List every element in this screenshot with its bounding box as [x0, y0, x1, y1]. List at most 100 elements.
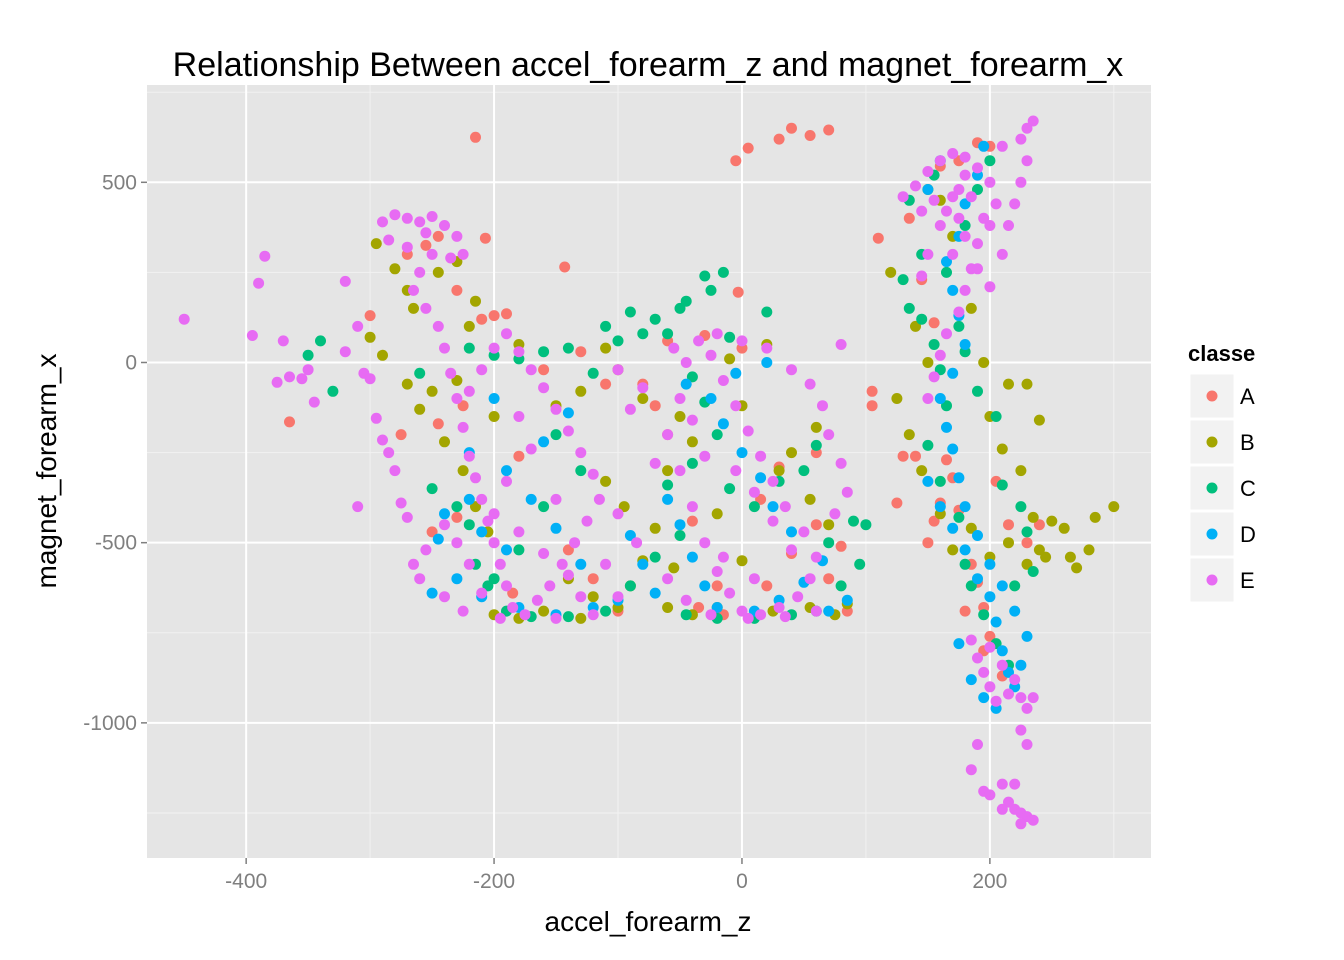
data-point [562, 407, 574, 419]
data-point [575, 385, 587, 397]
data-point [773, 133, 785, 145]
data-point [947, 284, 959, 296]
data-point [1003, 537, 1014, 549]
data-point [786, 544, 797, 556]
data-point [426, 385, 438, 397]
data-point [463, 558, 475, 570]
data-point [984, 641, 996, 653]
data-point [246, 330, 258, 341]
data-point [352, 320, 364, 332]
data-point [470, 131, 481, 143]
data-point [395, 497, 407, 509]
data-point [953, 306, 965, 318]
data-point [922, 184, 934, 195]
data-point [674, 411, 686, 422]
data-point [463, 493, 475, 505]
data-point [414, 266, 426, 278]
y-axis-title: magnet_forearm_x [31, 353, 62, 588]
data-point [401, 241, 413, 253]
data-point [420, 227, 432, 239]
data-point [637, 393, 649, 404]
data-point [1033, 519, 1045, 531]
data-point [959, 220, 971, 231]
data-point [680, 357, 692, 368]
series-e [178, 115, 1039, 830]
data-point [835, 580, 847, 592]
data-point [724, 483, 736, 495]
data-point [414, 216, 426, 228]
data-point [959, 169, 971, 181]
data-point [662, 465, 674, 477]
data-point [928, 515, 940, 527]
data-point [928, 194, 940, 206]
x-axis-title: accel_forearm_z [545, 906, 752, 937]
data-point [947, 544, 959, 556]
data-point [662, 429, 674, 441]
data-point [1015, 501, 1027, 513]
data-point [662, 493, 674, 505]
data-point [947, 191, 959, 203]
data-point [699, 450, 711, 462]
data-point [990, 695, 1002, 707]
data-point [315, 335, 326, 347]
data-point [835, 540, 847, 552]
data-point [941, 400, 952, 412]
data-point [501, 544, 512, 556]
data-point [984, 630, 996, 642]
data-point [854, 558, 866, 570]
data-point [501, 580, 512, 592]
data-point [755, 493, 767, 505]
data-point [432, 418, 444, 430]
data-point [705, 393, 717, 404]
data-point [947, 522, 959, 534]
data-point [767, 501, 779, 513]
data-point [972, 263, 983, 275]
data-point [519, 609, 531, 621]
data-point [959, 284, 971, 296]
data-point [761, 342, 773, 354]
data-point [488, 508, 500, 520]
data-point [996, 645, 1008, 657]
data-point [457, 248, 469, 260]
data-point [451, 284, 463, 296]
data-point [922, 475, 934, 487]
data-point [494, 612, 506, 624]
data-point [798, 465, 810, 477]
data-point [680, 295, 692, 307]
data-point [432, 266, 444, 278]
y-tick-label: 500 [102, 171, 137, 194]
data-point [823, 605, 835, 617]
data-point [414, 573, 426, 585]
data-point [959, 558, 971, 570]
data-point [600, 558, 612, 570]
data-point [439, 436, 450, 448]
data-point [513, 526, 525, 538]
data-point [389, 465, 401, 477]
data-point [612, 508, 624, 520]
data-point [600, 378, 612, 390]
data-point [501, 475, 512, 487]
data-point [711, 566, 723, 577]
data-point [941, 421, 952, 433]
data-point [996, 778, 1008, 790]
data-point [525, 364, 537, 376]
data-point [1071, 562, 1083, 574]
data-point [972, 184, 983, 195]
data-point [575, 465, 587, 477]
data-point [488, 411, 500, 422]
data-point [730, 155, 742, 167]
data-point [885, 266, 897, 278]
data-point [823, 124, 835, 136]
data-point [978, 212, 990, 224]
data-point [835, 339, 847, 350]
data-point [717, 375, 729, 386]
data-point [903, 302, 915, 314]
data-point [990, 616, 1002, 628]
data-point [501, 465, 512, 477]
data-point [494, 558, 506, 570]
data-point [767, 475, 779, 487]
legend-marker [1206, 528, 1218, 540]
data-point [922, 357, 934, 368]
data-point [482, 515, 494, 527]
data-point [773, 602, 785, 613]
